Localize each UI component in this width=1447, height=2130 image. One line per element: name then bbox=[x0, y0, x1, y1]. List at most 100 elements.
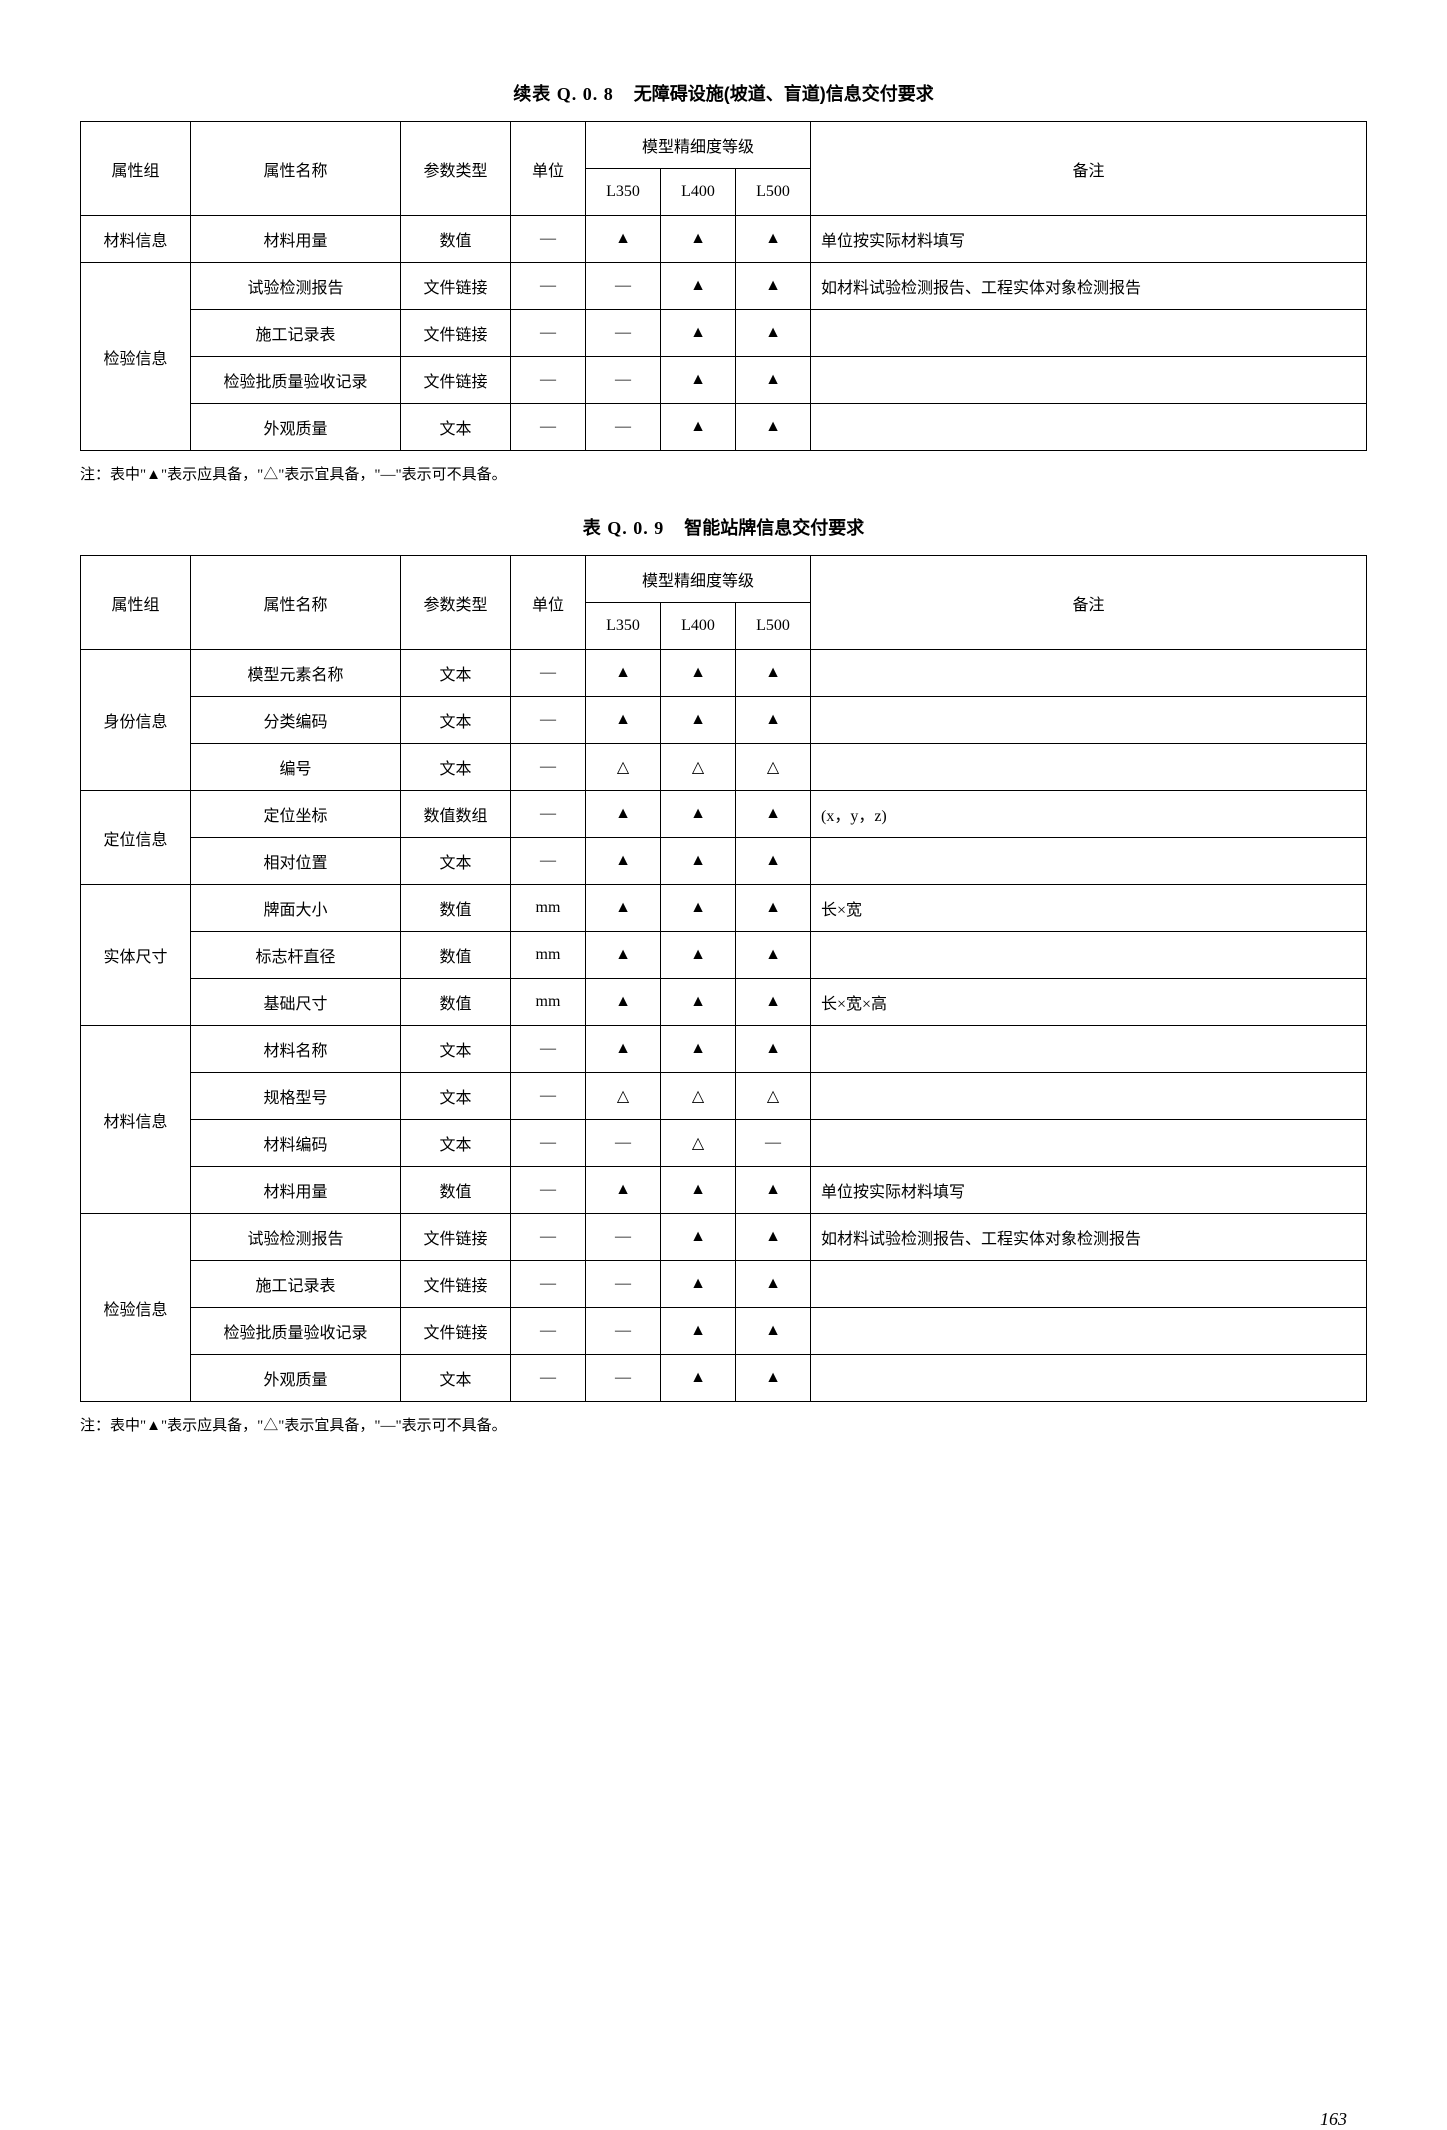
cell-note bbox=[811, 932, 1367, 979]
cell-l400: ▲ bbox=[661, 216, 736, 263]
cell-type: 文件链接 bbox=[401, 263, 511, 310]
cell-l500: ▲ bbox=[736, 979, 811, 1026]
cell-l500: ▲ bbox=[736, 697, 811, 744]
table-row: 检验信息试验检测报告文件链接——▲▲如材料试验检测报告、工程实体对象检测报告 bbox=[81, 1214, 1367, 1261]
cell-name: 施工记录表 bbox=[191, 1261, 401, 1308]
cell-group: 身份信息 bbox=[81, 650, 191, 791]
cell-l400: ▲ bbox=[661, 1308, 736, 1355]
cell-type: 文本 bbox=[401, 404, 511, 451]
table-row: 材料信息材料用量数值—▲▲▲单位按实际材料填写 bbox=[81, 216, 1367, 263]
table-row: 基础尺寸数值mm▲▲▲长×宽×高 bbox=[81, 979, 1367, 1026]
cell-l350: △ bbox=[586, 1073, 661, 1120]
cell-l400: ▲ bbox=[661, 932, 736, 979]
hdr-type: 参数类型 bbox=[401, 556, 511, 650]
cell-type: 文本 bbox=[401, 838, 511, 885]
cell-unit: — bbox=[511, 1120, 586, 1167]
cell-l500: ▲ bbox=[736, 932, 811, 979]
cell-l350: ▲ bbox=[586, 979, 661, 1026]
hdr-level: 模型精细度等级 bbox=[586, 556, 811, 603]
table1-head: 属性组 属性名称 参数类型 单位 模型精细度等级 备注 L350 L400 L5… bbox=[81, 122, 1367, 216]
cell-group: 定位信息 bbox=[81, 791, 191, 885]
cell-l350: — bbox=[586, 1214, 661, 1261]
cell-l400: ▲ bbox=[661, 1167, 736, 1214]
cell-l500: ▲ bbox=[736, 1355, 811, 1402]
cell-type: 数值 bbox=[401, 885, 511, 932]
hdr-group: 属性组 bbox=[81, 556, 191, 650]
cell-type: 文件链接 bbox=[401, 1308, 511, 1355]
table1-footnote: 注：表中"▲"表示应具备，"△"表示宜具备，"—"表示可不具备。 bbox=[80, 463, 1367, 484]
table-row: 材料编码文本——△— bbox=[81, 1120, 1367, 1167]
table2: 属性组 属性名称 参数类型 单位 模型精细度等级 备注 L350 L400 L5… bbox=[80, 555, 1367, 1402]
cell-type: 数值 bbox=[401, 932, 511, 979]
hdr-note: 备注 bbox=[811, 122, 1367, 216]
cell-unit: — bbox=[511, 310, 586, 357]
cell-note bbox=[811, 1308, 1367, 1355]
cell-unit: — bbox=[511, 744, 586, 791]
cell-name: 外观质量 bbox=[191, 404, 401, 451]
table2-body: 身份信息模型元素名称文本—▲▲▲分类编码文本—▲▲▲编号文本—△△△定位信息定位… bbox=[81, 650, 1367, 1402]
cell-l350: ▲ bbox=[586, 697, 661, 744]
hdr-l500: L500 bbox=[736, 603, 811, 650]
cell-l500: △ bbox=[736, 744, 811, 791]
table-row: 施工记录表文件链接——▲▲ bbox=[81, 1261, 1367, 1308]
cell-l500: ▲ bbox=[736, 404, 811, 451]
cell-group: 检验信息 bbox=[81, 263, 191, 451]
cell-name: 检验批质量验收记录 bbox=[191, 357, 401, 404]
cell-unit: — bbox=[511, 1167, 586, 1214]
cell-unit: — bbox=[511, 838, 586, 885]
table1-title: 续表 Q. 0. 8 无障碍设施(坡道、盲道)信息交付要求 bbox=[80, 80, 1367, 106]
cell-l350: — bbox=[586, 310, 661, 357]
cell-l400: ▲ bbox=[661, 310, 736, 357]
cell-note: 如材料试验检测报告、工程实体对象检测报告 bbox=[811, 263, 1367, 310]
hdr-l350: L350 bbox=[586, 169, 661, 216]
cell-note: 单位按实际材料填写 bbox=[811, 1167, 1367, 1214]
cell-group: 检验信息 bbox=[81, 1214, 191, 1402]
cell-l400: ▲ bbox=[661, 697, 736, 744]
hdr-l400: L400 bbox=[661, 169, 736, 216]
cell-type: 文件链接 bbox=[401, 1261, 511, 1308]
cell-note bbox=[811, 1026, 1367, 1073]
hdr-unit: 单位 bbox=[511, 556, 586, 650]
cell-name: 试验检测报告 bbox=[191, 263, 401, 310]
table-row: 规格型号文本—△△△ bbox=[81, 1073, 1367, 1120]
cell-name: 外观质量 bbox=[191, 1355, 401, 1402]
table-row: 身份信息模型元素名称文本—▲▲▲ bbox=[81, 650, 1367, 697]
cell-l400: ▲ bbox=[661, 357, 736, 404]
cell-l500: ▲ bbox=[736, 216, 811, 263]
cell-type: 文本 bbox=[401, 1120, 511, 1167]
cell-group: 材料信息 bbox=[81, 216, 191, 263]
cell-name: 试验检测报告 bbox=[191, 1214, 401, 1261]
table1-title-num: 续表 Q. 0. 8 bbox=[513, 84, 614, 104]
cell-name: 牌面大小 bbox=[191, 885, 401, 932]
table-row: 材料用量数值—▲▲▲单位按实际材料填写 bbox=[81, 1167, 1367, 1214]
cell-type: 文件链接 bbox=[401, 357, 511, 404]
page-number: 163 bbox=[1320, 2109, 1347, 2130]
cell-l400: ▲ bbox=[661, 1026, 736, 1073]
cell-unit: — bbox=[511, 1355, 586, 1402]
cell-note bbox=[811, 744, 1367, 791]
cell-l400: ▲ bbox=[661, 791, 736, 838]
cell-l500: ▲ bbox=[736, 885, 811, 932]
cell-l350: — bbox=[586, 263, 661, 310]
cell-l400: ▲ bbox=[661, 1355, 736, 1402]
cell-note bbox=[811, 404, 1367, 451]
cell-l400: ▲ bbox=[661, 979, 736, 1026]
cell-l350: ▲ bbox=[586, 932, 661, 979]
cell-name: 检验批质量验收记录 bbox=[191, 1308, 401, 1355]
hdr-name: 属性名称 bbox=[191, 556, 401, 650]
cell-l500: ▲ bbox=[736, 310, 811, 357]
cell-name: 材料名称 bbox=[191, 1026, 401, 1073]
table-row: 实体尺寸牌面大小数值mm▲▲▲长×宽 bbox=[81, 885, 1367, 932]
cell-note bbox=[811, 1261, 1367, 1308]
table-row: 施工记录表文件链接——▲▲ bbox=[81, 310, 1367, 357]
cell-unit: — bbox=[511, 791, 586, 838]
cell-unit: — bbox=[511, 1214, 586, 1261]
cell-name: 基础尺寸 bbox=[191, 979, 401, 1026]
cell-note: 单位按实际材料填写 bbox=[811, 216, 1367, 263]
cell-l400: △ bbox=[661, 1120, 736, 1167]
hdr-l400: L400 bbox=[661, 603, 736, 650]
cell-l500: ▲ bbox=[736, 1308, 811, 1355]
cell-group: 材料信息 bbox=[81, 1026, 191, 1214]
cell-type: 文件链接 bbox=[401, 1214, 511, 1261]
table2-footnote: 注：表中"▲"表示应具备，"△"表示宜具备，"—"表示可不具备。 bbox=[80, 1414, 1367, 1435]
